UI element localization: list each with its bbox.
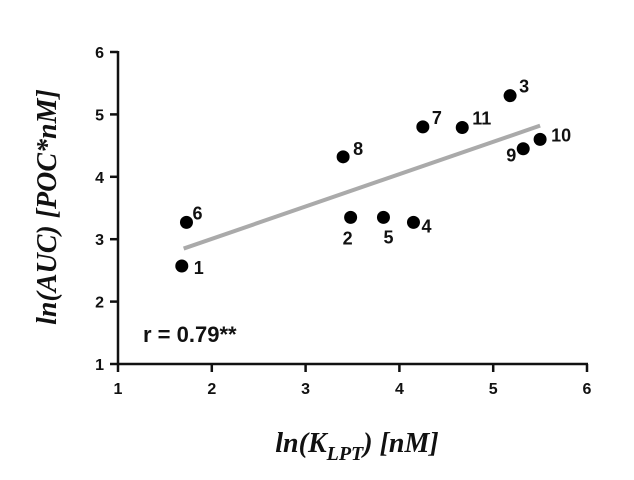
- y-tick-label: 5: [95, 107, 104, 124]
- y-tick-label: 3: [95, 232, 104, 249]
- data-point-10: [533, 132, 547, 146]
- data-point-7: [416, 120, 430, 134]
- point-label-3: 3: [519, 77, 529, 97]
- x-tick-label: 4: [395, 381, 404, 398]
- data-point-3: [503, 89, 517, 103]
- y-axis-title: ln(AUC) [POC*nM]: [32, 89, 63, 325]
- x-tick-label: 6: [583, 381, 592, 398]
- data-point-9: [516, 142, 530, 156]
- x-axis-title-main: ln(K: [275, 428, 329, 459]
- data-point-11: [455, 121, 469, 135]
- point-label-8: 8: [353, 139, 363, 159]
- point-label-5: 5: [383, 227, 393, 247]
- x-tick-label: 1: [114, 381, 123, 398]
- data-point-1: [175, 259, 189, 273]
- x-axis-title-subscript: LPT: [326, 443, 364, 465]
- correlation-annotation: r = 0.79**: [143, 322, 237, 347]
- x-axis-title: ln(KLPT) [nM]: [275, 428, 438, 465]
- x-axis: 1 2 3 4 5 6: [114, 362, 592, 398]
- data-point-8: [336, 150, 350, 164]
- x-tick-label: 2: [207, 381, 216, 398]
- y-tick-label: 4: [95, 170, 104, 187]
- x-ticks: 1 2 3 4 5 6: [114, 364, 592, 398]
- point-label-7: 7: [432, 108, 442, 128]
- point-label-1: 1: [194, 258, 204, 278]
- data-point-2: [344, 210, 358, 224]
- point-label-4: 4: [421, 216, 431, 236]
- point-label-9: 9: [506, 146, 516, 166]
- regression-line: [183, 123, 541, 251]
- x-tick-label: 5: [489, 381, 498, 398]
- data-point-4: [406, 215, 420, 229]
- y-tick-label: 1: [95, 357, 104, 374]
- point-labels: 1 2 3 4 5 6 7 8 9 10 11: [192, 77, 571, 278]
- x-tick-label: 3: [301, 381, 310, 398]
- data-points: [175, 89, 547, 273]
- point-label-6: 6: [192, 203, 202, 223]
- y-ticks: 1 2 3 4 5 6: [95, 45, 118, 374]
- y-tick-label: 6: [95, 45, 104, 62]
- data-point-5: [376, 210, 390, 224]
- y-tick-label: 2: [95, 295, 104, 312]
- point-label-11: 11: [472, 109, 491, 129]
- x-axis-title-tail: ) [nM]: [360, 428, 438, 459]
- point-label-2: 2: [343, 228, 353, 248]
- y-axis: 1 2 3 4 5 6: [95, 45, 120, 374]
- point-label-10: 10: [551, 125, 571, 145]
- data-point-6: [179, 215, 193, 229]
